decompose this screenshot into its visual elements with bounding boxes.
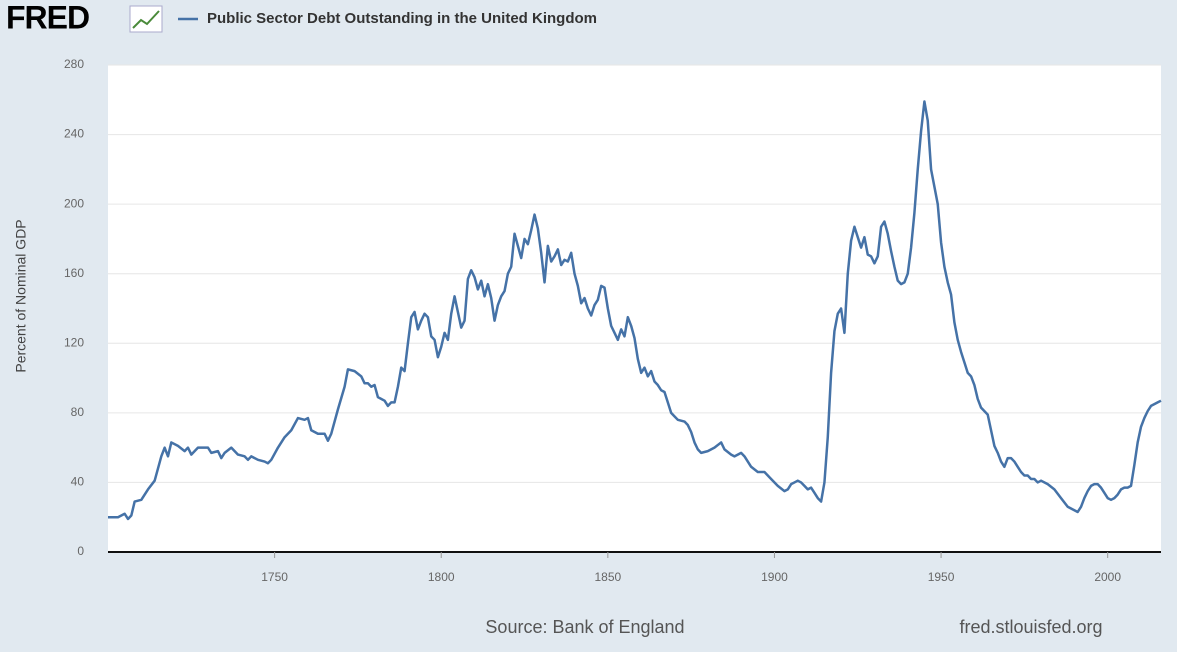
plot-area bbox=[108, 65, 1161, 552]
y-tick-label: 160 bbox=[64, 266, 84, 280]
y-tick-label: 280 bbox=[64, 57, 84, 71]
x-tick-label: 2000 bbox=[1094, 570, 1121, 584]
legend-label: Public Sector Debt Outstanding in the Un… bbox=[207, 10, 597, 27]
y-tick-label: 200 bbox=[64, 196, 84, 210]
y-tick-label: 40 bbox=[71, 475, 85, 489]
x-tick-label: 1950 bbox=[928, 570, 955, 584]
logo-icon bbox=[129, 5, 163, 33]
logo[interactable]: FRED bbox=[6, 0, 90, 35]
y-axis-label: Percent of Nominal GDP bbox=[13, 219, 29, 372]
y-tick-label: 80 bbox=[71, 405, 85, 419]
x-tick-label: 1800 bbox=[428, 570, 455, 584]
series-line bbox=[108, 100, 1162, 521]
site-url[interactable]: fred.stlouisfed.org bbox=[959, 617, 1102, 637]
x-tick-label: 1900 bbox=[761, 570, 788, 584]
y-tick-label: 240 bbox=[64, 127, 84, 141]
x-tick-label: 1750 bbox=[261, 570, 288, 584]
y-tick-label: 0 bbox=[77, 544, 84, 558]
source: Source: Bank of England bbox=[485, 617, 684, 637]
y-tick-label: 120 bbox=[64, 335, 84, 349]
x-tick-label: 1850 bbox=[594, 570, 621, 584]
